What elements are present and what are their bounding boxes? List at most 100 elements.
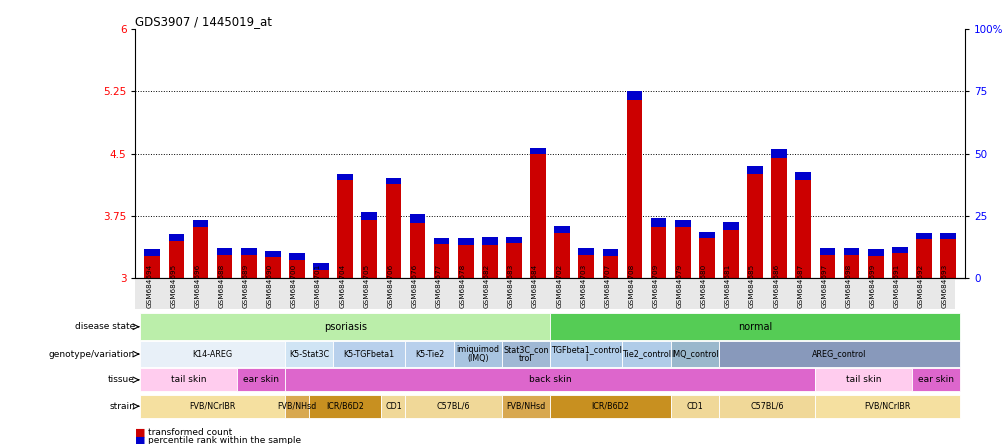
Bar [506, 237, 521, 243]
Bar [313, 270, 329, 278]
Bar [192, 220, 208, 227]
Text: GSM684706: GSM684706 [387, 264, 393, 308]
Bar [771, 158, 787, 278]
Text: tissue: tissue [108, 375, 135, 385]
Bar [670, 395, 718, 418]
Text: GSM684694: GSM684694 [146, 264, 152, 308]
Text: GSM684703: GSM684703 [580, 264, 586, 308]
Text: ICR/B6D2: ICR/B6D2 [326, 402, 364, 411]
Bar [670, 341, 718, 367]
Text: GSM684708: GSM684708 [628, 264, 634, 308]
Text: GSM684698: GSM684698 [845, 264, 851, 308]
Bar [549, 313, 959, 340]
Text: GSM684687: GSM684687 [797, 264, 803, 308]
Bar [140, 341, 285, 367]
Bar [746, 174, 763, 278]
Text: CD1: CD1 [685, 402, 702, 411]
Bar [409, 222, 425, 278]
Text: GSM684686: GSM684686 [773, 264, 779, 308]
Bar [337, 180, 353, 278]
Bar [867, 256, 883, 278]
Text: GSM684707: GSM684707 [604, 264, 610, 308]
Bar [140, 313, 549, 340]
Bar [333, 341, 405, 367]
Bar [285, 341, 333, 367]
Bar [265, 251, 281, 258]
Text: GSM684709: GSM684709 [652, 264, 658, 308]
Bar [482, 237, 497, 245]
Text: GSM684684: GSM684684 [531, 264, 537, 308]
Bar [819, 255, 835, 278]
Bar [482, 245, 497, 278]
Bar [771, 150, 787, 158]
Bar [289, 254, 305, 260]
Text: K5-Tie2: K5-Tie2 [415, 349, 444, 359]
Text: FVB/NHsd: FVB/NHsd [278, 402, 317, 411]
Bar [843, 248, 859, 255]
Bar [819, 248, 835, 255]
Bar [405, 395, 501, 418]
Bar [265, 258, 281, 278]
Text: K5-TGFbeta1: K5-TGFbeta1 [344, 349, 395, 359]
Text: GSM684680: GSM684680 [700, 264, 706, 308]
Text: ■: ■ [135, 428, 145, 438]
Bar [815, 369, 911, 391]
Text: GSM684685: GSM684685 [748, 264, 755, 308]
Text: GSM684701: GSM684701 [315, 264, 321, 308]
Bar [549, 395, 670, 418]
Text: GSM684702: GSM684702 [556, 264, 562, 308]
Text: tail skin: tail skin [170, 375, 206, 385]
Bar [718, 341, 959, 367]
Bar [843, 255, 859, 278]
Bar [626, 99, 641, 278]
Text: GSM684677: GSM684677 [435, 264, 441, 308]
Bar [939, 239, 955, 278]
Bar [216, 255, 232, 278]
Text: GSM684682: GSM684682 [483, 264, 489, 308]
Bar [434, 238, 449, 244]
Text: disease state: disease state [74, 322, 135, 331]
Bar [458, 238, 473, 245]
Text: genotype/variation: genotype/variation [49, 349, 135, 359]
Bar [530, 155, 545, 278]
Bar [915, 239, 931, 278]
Bar [915, 233, 931, 239]
Bar [501, 395, 549, 418]
Bar [144, 256, 160, 278]
Bar [236, 369, 285, 391]
Bar [381, 395, 405, 418]
Text: GSM684699: GSM684699 [869, 264, 875, 308]
Text: C57BL/6: C57BL/6 [749, 402, 784, 411]
Bar [891, 247, 907, 254]
Bar [240, 248, 257, 255]
Text: GSM684695: GSM684695 [170, 264, 176, 308]
Bar [650, 227, 665, 278]
Text: GDS3907 / 1445019_at: GDS3907 / 1445019_at [135, 15, 273, 28]
Text: Stat3C_con
trol: Stat3C_con trol [503, 345, 548, 364]
Bar [506, 243, 521, 278]
Text: GSM684705: GSM684705 [363, 264, 369, 308]
Bar [285, 369, 815, 391]
Bar [891, 254, 907, 278]
Text: percentile rank within the sample: percentile rank within the sample [148, 436, 302, 444]
Bar [549, 341, 622, 367]
Bar [650, 218, 665, 227]
Text: GSM684689: GSM684689 [242, 264, 248, 308]
Bar [192, 227, 208, 278]
Bar [815, 395, 959, 418]
Bar [911, 369, 959, 391]
Bar [795, 180, 811, 278]
Bar [746, 166, 763, 174]
Bar [722, 230, 738, 278]
Bar [216, 248, 232, 255]
Bar [501, 341, 549, 367]
Bar [602, 249, 617, 256]
Bar [530, 148, 545, 155]
Text: GSM684676: GSM684676 [411, 264, 417, 308]
Text: FVB/NHsd: FVB/NHsd [506, 402, 545, 411]
Bar [144, 249, 160, 256]
Text: AREG_control: AREG_control [812, 349, 866, 359]
Text: GSM684678: GSM684678 [459, 264, 465, 308]
Bar [458, 245, 473, 278]
Bar [385, 184, 401, 278]
